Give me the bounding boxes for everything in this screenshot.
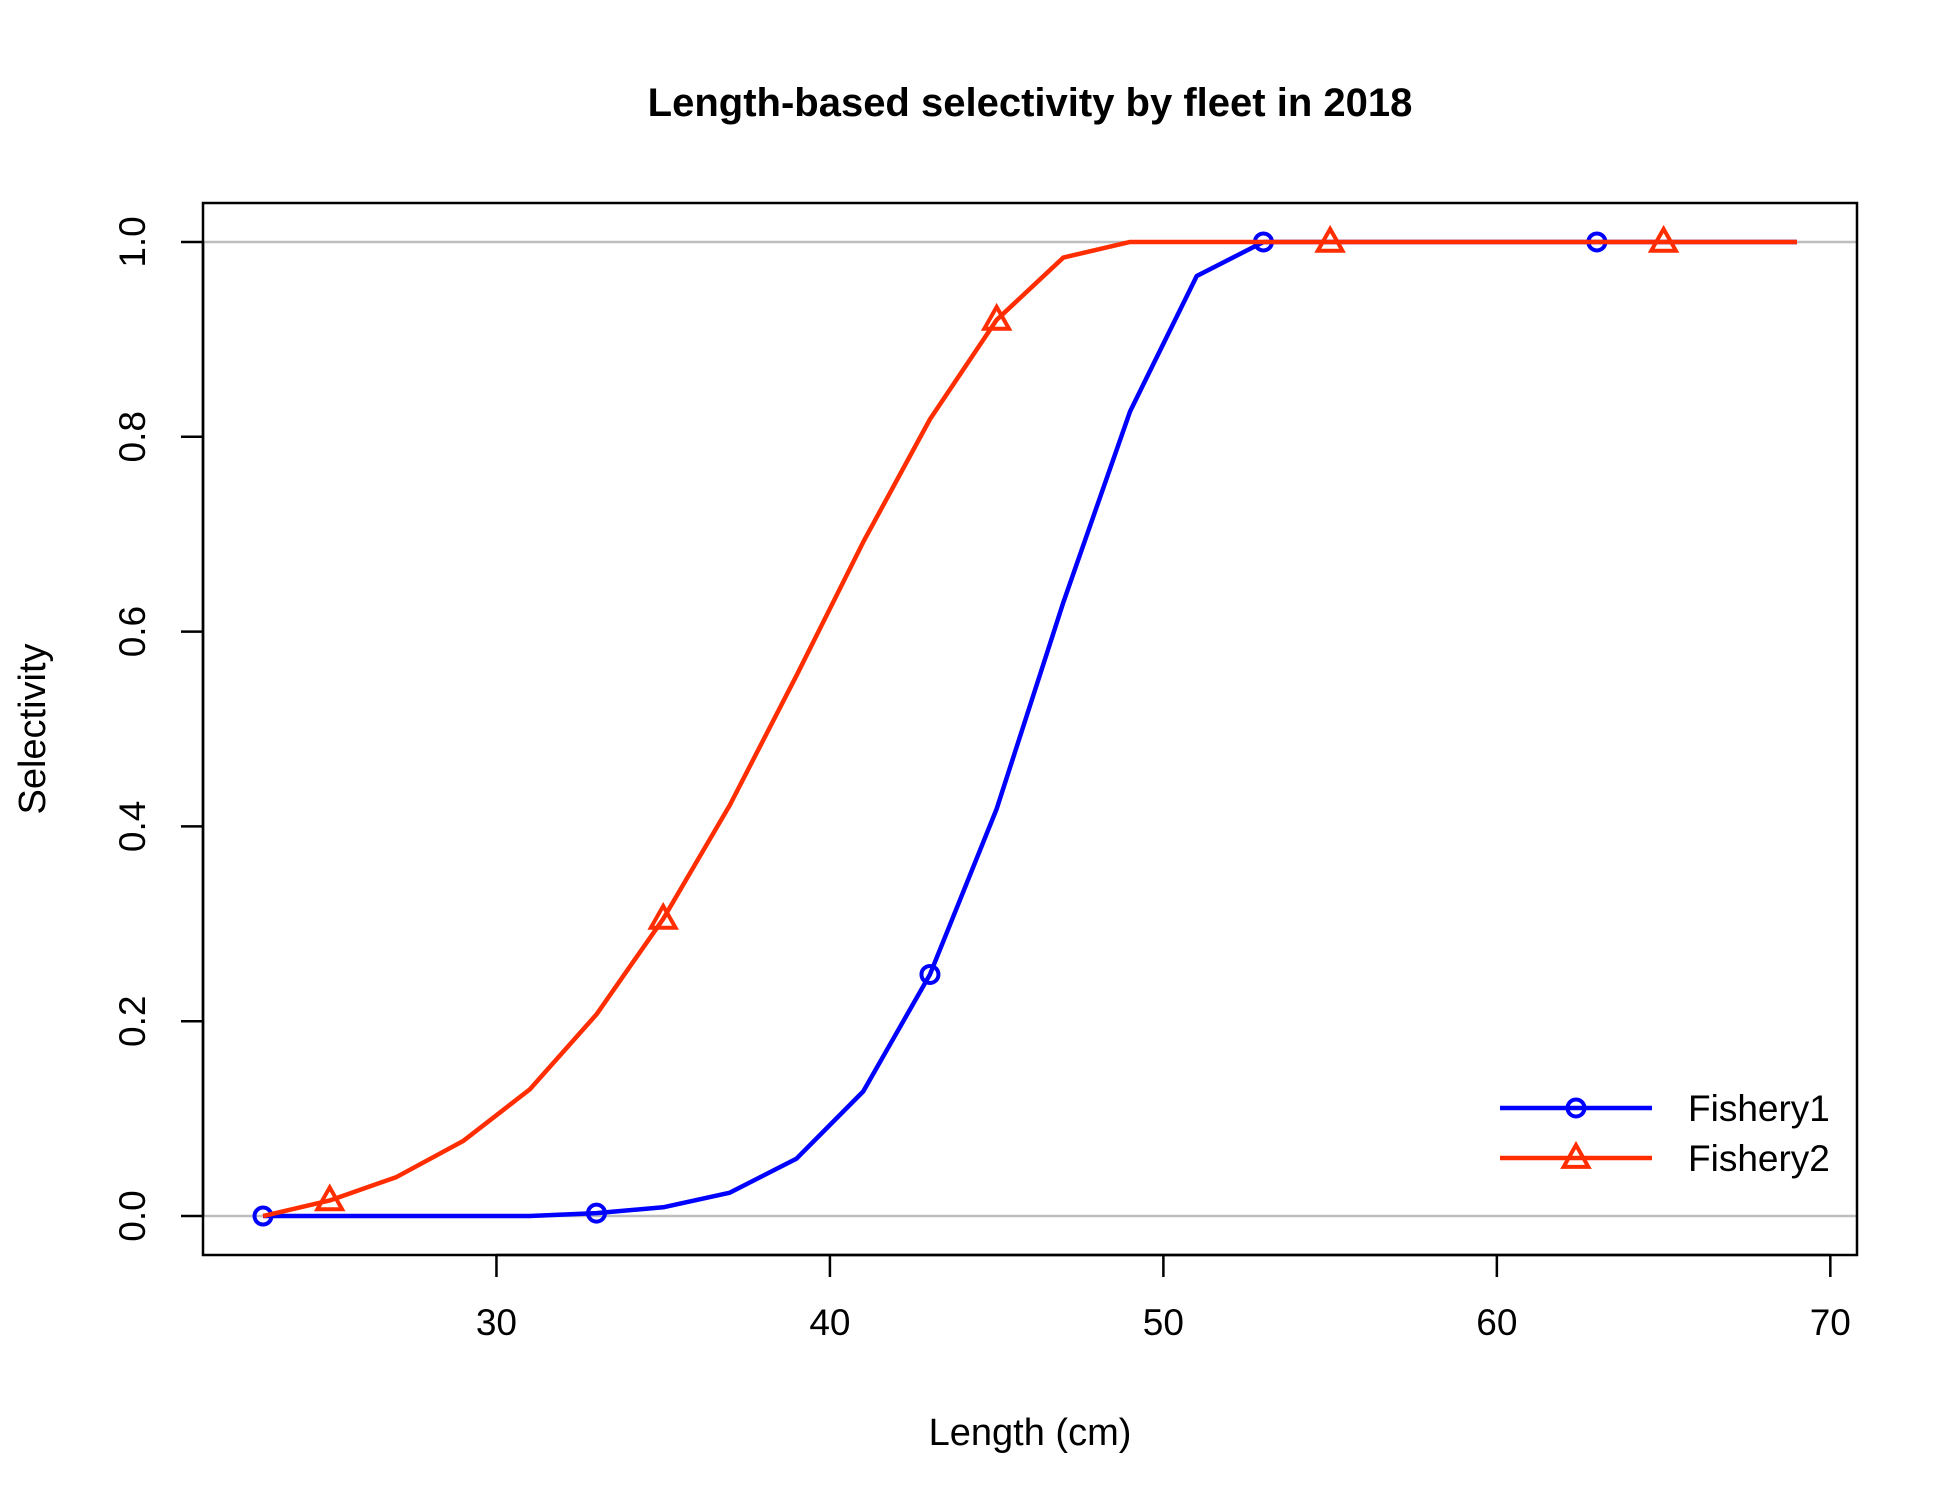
x-axis-label: Length (cm) bbox=[929, 1412, 1132, 1454]
series-layer bbox=[252, 224, 1797, 1227]
y-tick-label-1: 0.2 bbox=[112, 996, 153, 1047]
legend-marker-fishery1 bbox=[1565, 1097, 1587, 1119]
series-line-fishery1 bbox=[263, 239, 1797, 1219]
legend-marker-fishery2 bbox=[1560, 1140, 1592, 1169]
x-axis: 30 40 50 60 70 bbox=[476, 1253, 1851, 1343]
series-fishery1 bbox=[252, 231, 1797, 1227]
legend-label-fishery2: Fishery2 bbox=[1688, 1138, 1830, 1179]
data-point-fishery2-2 bbox=[980, 302, 1013, 331]
x-tick-label-0: 30 bbox=[476, 1302, 517, 1343]
y-axis: 0.0 0.2 0.4 0.6 0.8 1.0 bbox=[112, 216, 205, 1242]
plot-frame bbox=[201, 201, 1859, 1257]
data-point-fishery2-3 bbox=[1314, 224, 1346, 253]
legend-label-fishery1: Fishery1 bbox=[1688, 1088, 1830, 1129]
x-tick-label-1: 40 bbox=[809, 1302, 850, 1343]
data-point-fishery1-2 bbox=[919, 963, 941, 985]
chart-title: Length-based selectivity by fleet in 201… bbox=[648, 81, 1413, 125]
x-tick-label-2: 50 bbox=[1143, 1302, 1184, 1343]
series-fishery2 bbox=[262, 224, 1797, 1219]
legend: Fishery1 Fishery2 bbox=[1500, 1088, 1830, 1179]
data-point-fishery2-4 bbox=[1647, 224, 1680, 253]
y-tick-label-5: 1.0 bbox=[112, 216, 153, 267]
data-point-fishery2-1 bbox=[647, 901, 679, 930]
y-tick-label-3: 0.6 bbox=[112, 606, 153, 657]
data-point-fishery2-0 bbox=[313, 1183, 346, 1212]
y-tick-label-0: 0.0 bbox=[112, 1190, 153, 1241]
x-tick-label-3: 60 bbox=[1476, 1302, 1517, 1343]
data-point-fishery1-1 bbox=[585, 1202, 607, 1224]
series-line-fishery2 bbox=[262, 239, 1797, 1219]
x-tick-label-4: 70 bbox=[1810, 1302, 1851, 1343]
reference-lines bbox=[203, 240, 1857, 1218]
y-tick-label-4: 0.8 bbox=[112, 411, 153, 462]
y-axis-label: Selectivity bbox=[12, 643, 54, 814]
y-tick-label-2: 0.4 bbox=[112, 801, 153, 852]
